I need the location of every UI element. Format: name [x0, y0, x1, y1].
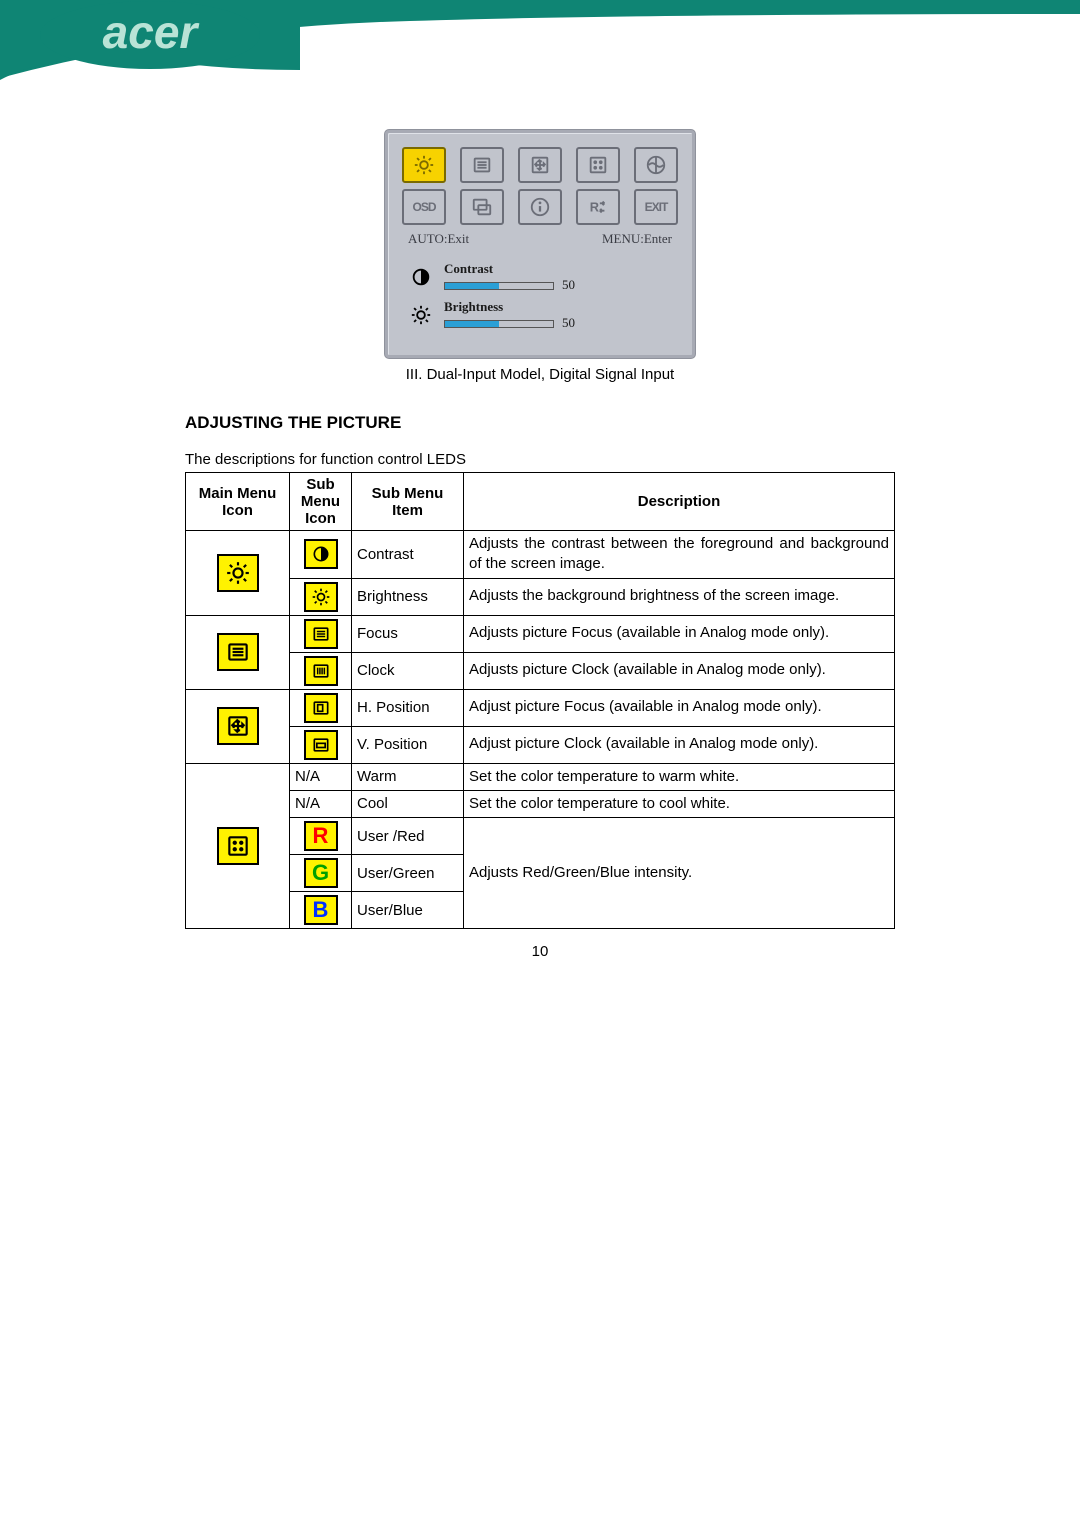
page-number: 10: [185, 943, 895, 960]
slider-value: 50: [562, 315, 575, 331]
sub-icon-cell: [290, 578, 352, 615]
function-table: Main Menu Icon Sub Menu Icon Sub Menu It…: [185, 472, 895, 929]
osd-slider-brightness[interactable]: Brightness 50: [408, 299, 672, 331]
section-title: ADJUSTING THE PICTURE: [185, 413, 895, 433]
sub-icon-cell: G: [290, 855, 352, 892]
position-icon: [217, 707, 259, 745]
osd-tab-info[interactable]: [518, 189, 562, 225]
desc-cell: Adjusts the background brightness of the…: [464, 578, 895, 615]
item-cell: User /Red: [352, 818, 464, 855]
clock-icon: [304, 656, 338, 686]
desc-cell: Set the color temperature to cool white.: [464, 790, 895, 817]
rgb-B-icon: B: [304, 895, 338, 925]
th-desc: Description: [464, 473, 895, 531]
table-row: BrightnessAdjusts the background brightn…: [186, 578, 895, 615]
brand-logo-text: acer: [103, 6, 200, 58]
th-sub: Sub Menu Icon: [290, 473, 352, 531]
item-cell: Warm: [352, 763, 464, 790]
table-row: ContrastAdjusts the contrast between the…: [186, 531, 895, 579]
contrast-icon: [304, 539, 338, 569]
sub-icon-cell: [290, 726, 352, 763]
table-row: V. PositionAdjust picture Clock (availab…: [186, 726, 895, 763]
desc-cell: Adjusts picture Clock (available in Anal…: [464, 652, 895, 689]
table-row: N/AWarmSet the color temperature to warm…: [186, 763, 895, 790]
section-intro: The descriptions for function control LE…: [185, 451, 895, 468]
slider-label: Brightness: [444, 299, 672, 315]
main-icon-cell: [186, 689, 290, 763]
vpos-icon: [304, 730, 338, 760]
sub-icon-cell: [290, 689, 352, 726]
tracking-icon: [217, 633, 259, 671]
sub-icon-cell: N/A: [290, 790, 352, 817]
table-row: N/ACoolSet the color temperature to cool…: [186, 790, 895, 817]
color-icon: [217, 827, 259, 865]
desc-cell: Adjusts picture Focus (available in Anal…: [464, 615, 895, 652]
figure-caption: III. Dual-Input Model, Digital Signal In…: [406, 366, 674, 383]
item-cell: Focus: [352, 615, 464, 652]
rgb-R-icon: R: [304, 821, 338, 851]
desc-cell: Set the color temperature to warm white.: [464, 763, 895, 790]
focus-icon: [304, 619, 338, 649]
slider-value: 50: [562, 277, 575, 293]
hpos-icon: [304, 693, 338, 723]
item-cell: User/Green: [352, 855, 464, 892]
osd-hint-left: AUTO:Exit: [408, 231, 469, 247]
sub-icon-cell: R: [290, 818, 352, 855]
osd-tab-osd-label[interactable]: OSD: [402, 189, 446, 225]
osd-hint-right: MENU:Enter: [602, 231, 672, 247]
osd-tab-osd-pos[interactable]: [634, 147, 678, 183]
sub-icon-cell: [290, 531, 352, 579]
osd-tab-language[interactable]: [460, 189, 504, 225]
th-main: Main Menu Icon: [186, 473, 290, 531]
osd-tab-brightness[interactable]: [402, 147, 446, 183]
brightness-icon: [304, 582, 338, 612]
sub-icon-cell: [290, 615, 352, 652]
item-cell: V. Position: [352, 726, 464, 763]
brightness-icon: [217, 554, 259, 592]
brand-banner: acer: [0, 0, 1080, 120]
osd-tab-color[interactable]: [576, 147, 620, 183]
brightness-icon: [408, 302, 434, 328]
osd-tab-position[interactable]: [518, 147, 562, 183]
table-row: H. PositionAdjust picture Focus (availab…: [186, 689, 895, 726]
main-icon-cell: [186, 763, 290, 929]
desc-cell: Adjusts Red/Green/Blue intensity.: [464, 818, 895, 929]
table-row: FocusAdjusts picture Focus (available in…: [186, 615, 895, 652]
table-row: ClockAdjusts picture Clock (available in…: [186, 652, 895, 689]
page-content: OSD EXIT AUTO:Exit MENU:Enter Contrast 50…: [185, 130, 895, 960]
contrast-icon: [408, 264, 434, 290]
desc-cell: Adjusts the contrast between the foregro…: [464, 531, 895, 579]
osd-tab-recall[interactable]: [576, 189, 620, 225]
item-cell: Contrast: [352, 531, 464, 579]
sub-icon-cell: N/A: [290, 763, 352, 790]
rgb-G-icon: G: [304, 858, 338, 888]
item-cell: Brightness: [352, 578, 464, 615]
desc-cell: Adjust picture Clock (available in Analo…: [464, 726, 895, 763]
th-item: Sub Menu Item: [352, 473, 464, 531]
sub-icon-cell: B: [290, 892, 352, 929]
item-cell: Cool: [352, 790, 464, 817]
main-icon-cell: [186, 531, 290, 616]
osd-tab-tracking[interactable]: [460, 147, 504, 183]
main-icon-cell: [186, 615, 290, 689]
item-cell: Clock: [352, 652, 464, 689]
table-row: RUser /RedAdjusts Red/Green/Blue intensi…: [186, 818, 895, 855]
desc-cell: Adjust picture Focus (available in Analo…: [464, 689, 895, 726]
item-cell: User/Blue: [352, 892, 464, 929]
osd-screenshot: OSD EXIT AUTO:Exit MENU:Enter Contrast 50…: [385, 130, 695, 358]
osd-slider-contrast[interactable]: Contrast 50: [408, 261, 672, 293]
osd-tab-exit[interactable]: EXIT: [634, 189, 678, 225]
sub-icon-cell: [290, 652, 352, 689]
slider-label: Contrast: [444, 261, 672, 277]
item-cell: H. Position: [352, 689, 464, 726]
